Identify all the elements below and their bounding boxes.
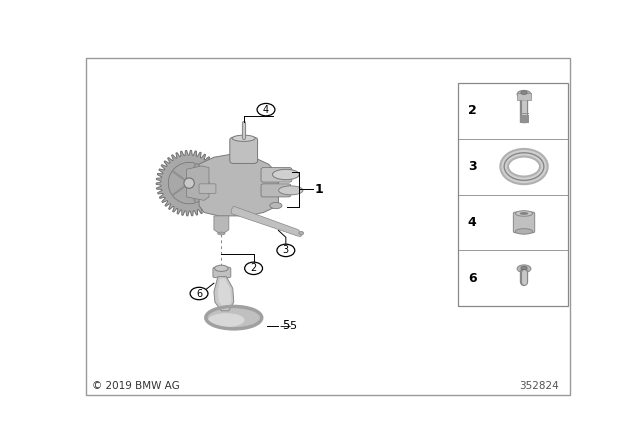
Text: —5: —5 [280,321,298,331]
Polygon shape [168,163,210,204]
Text: 3: 3 [468,160,477,173]
Text: 6: 6 [196,289,202,298]
Text: 6: 6 [468,272,477,285]
Polygon shape [214,276,234,311]
Ellipse shape [515,211,532,216]
Text: 1: 1 [315,183,323,196]
Ellipse shape [278,186,303,195]
Ellipse shape [521,266,527,270]
FancyBboxPatch shape [230,137,257,164]
Circle shape [190,287,208,300]
Text: 2: 2 [468,104,477,117]
Polygon shape [156,151,222,216]
Ellipse shape [270,202,282,209]
Ellipse shape [214,265,228,271]
FancyBboxPatch shape [458,83,568,306]
Ellipse shape [515,228,532,234]
FancyBboxPatch shape [213,267,231,278]
Ellipse shape [520,212,529,215]
Ellipse shape [299,232,303,235]
Text: 352824: 352824 [519,381,559,391]
Polygon shape [187,166,209,200]
Ellipse shape [521,91,527,95]
Text: 4: 4 [263,105,269,115]
Ellipse shape [206,306,262,329]
FancyBboxPatch shape [517,94,531,100]
Text: 5: 5 [282,319,290,332]
Ellipse shape [232,135,255,142]
Ellipse shape [218,232,225,235]
Ellipse shape [208,313,244,327]
Polygon shape [218,279,231,309]
FancyBboxPatch shape [261,168,292,182]
FancyBboxPatch shape [199,184,216,194]
Text: 2: 2 [250,263,257,273]
FancyBboxPatch shape [86,58,570,395]
FancyBboxPatch shape [513,212,534,233]
Ellipse shape [273,169,300,180]
Ellipse shape [517,265,531,272]
Text: 4: 4 [468,216,477,229]
Polygon shape [214,216,229,233]
Text: © 2019 BMW AG: © 2019 BMW AG [92,381,180,391]
Polygon shape [199,154,278,216]
FancyBboxPatch shape [261,184,291,197]
Circle shape [277,244,295,257]
Text: 3: 3 [283,246,289,255]
Ellipse shape [184,178,195,188]
Ellipse shape [517,90,531,98]
Polygon shape [231,206,302,237]
Circle shape [244,262,262,275]
Circle shape [257,103,275,116]
